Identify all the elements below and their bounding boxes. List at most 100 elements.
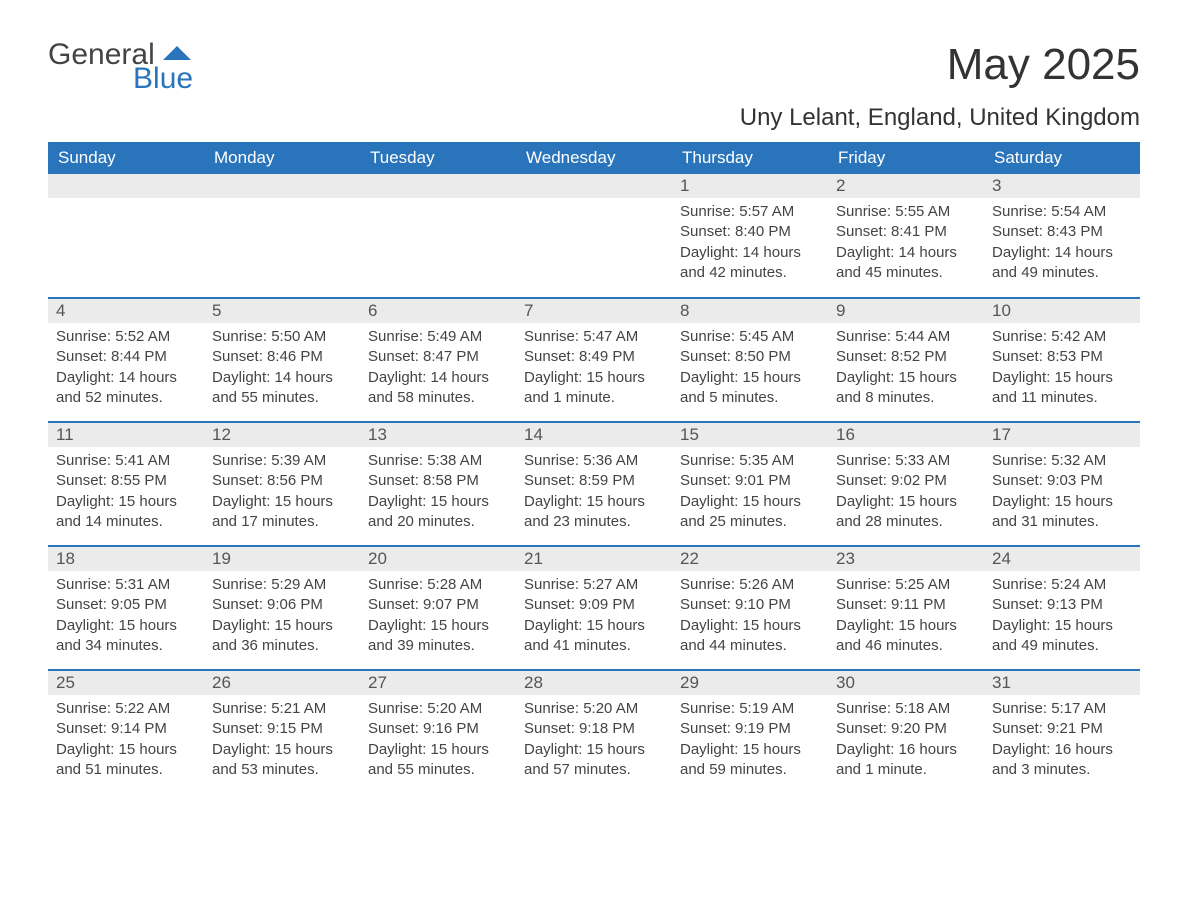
day-number: 9 [828, 299, 984, 323]
daylight-text: Daylight: 15 hours and 44 minutes. [680, 616, 820, 657]
daylight-text: Daylight: 15 hours and 1 minute. [524, 368, 664, 409]
sunset-text: Sunset: 8:46 PM [212, 347, 352, 367]
sunrise-text: Sunrise: 5:20 AM [524, 699, 664, 719]
day-details: Sunrise: 5:31 AMSunset: 9:05 PMDaylight:… [48, 571, 204, 660]
day-details: Sunrise: 5:18 AMSunset: 9:20 PMDaylight:… [828, 695, 984, 784]
day-details: Sunrise: 5:20 AMSunset: 9:18 PMDaylight:… [516, 695, 672, 784]
daylight-text: Daylight: 14 hours and 55 minutes. [212, 368, 352, 409]
day-details: Sunrise: 5:41 AMSunset: 8:55 PMDaylight:… [48, 447, 204, 536]
sunrise-text: Sunrise: 5:18 AM [836, 699, 976, 719]
day-number: 29 [672, 671, 828, 695]
calendar-header-row: Sunday Monday Tuesday Wednesday Thursday… [48, 142, 1140, 174]
calendar-day-cell [204, 174, 360, 298]
daylight-text: Daylight: 15 hours and 17 minutes. [212, 492, 352, 533]
daylight-text: Daylight: 15 hours and 34 minutes. [56, 616, 196, 657]
calendar-day-cell: 25Sunrise: 5:22 AMSunset: 9:14 PMDayligh… [48, 670, 204, 794]
day-details: Sunrise: 5:42 AMSunset: 8:53 PMDaylight:… [984, 323, 1140, 412]
sunrise-text: Sunrise: 5:20 AM [368, 699, 508, 719]
calendar-day-cell: 30Sunrise: 5:18 AMSunset: 9:20 PMDayligh… [828, 670, 984, 794]
day-details: Sunrise: 5:21 AMSunset: 9:15 PMDaylight:… [204, 695, 360, 784]
day-details: Sunrise: 5:22 AMSunset: 9:14 PMDaylight:… [48, 695, 204, 784]
day-number: 17 [984, 423, 1140, 447]
day-number: 5 [204, 299, 360, 323]
day-number-empty [360, 174, 516, 198]
daylight-text: Daylight: 15 hours and 14 minutes. [56, 492, 196, 533]
day-number: 14 [516, 423, 672, 447]
calendar-day-cell: 8Sunrise: 5:45 AMSunset: 8:50 PMDaylight… [672, 298, 828, 422]
sunset-text: Sunset: 8:52 PM [836, 347, 976, 367]
day-number: 31 [984, 671, 1140, 695]
day-details: Sunrise: 5:33 AMSunset: 9:02 PMDaylight:… [828, 447, 984, 536]
day-number: 13 [360, 423, 516, 447]
sunrise-text: Sunrise: 5:27 AM [524, 575, 664, 595]
sunrise-text: Sunrise: 5:21 AM [212, 699, 352, 719]
daylight-text: Daylight: 16 hours and 1 minute. [836, 740, 976, 781]
day-number: 24 [984, 547, 1140, 571]
sunrise-text: Sunrise: 5:50 AM [212, 327, 352, 347]
daylight-text: Daylight: 15 hours and 8 minutes. [836, 368, 976, 409]
sunset-text: Sunset: 9:11 PM [836, 595, 976, 615]
day-details: Sunrise: 5:45 AMSunset: 8:50 PMDaylight:… [672, 323, 828, 412]
brand-text: General Blue [48, 40, 193, 94]
daylight-text: Daylight: 14 hours and 45 minutes. [836, 243, 976, 284]
daylight-text: Daylight: 14 hours and 52 minutes. [56, 368, 196, 409]
sunrise-text: Sunrise: 5:41 AM [56, 451, 196, 471]
day-details: Sunrise: 5:38 AMSunset: 8:58 PMDaylight:… [360, 447, 516, 536]
day-number: 7 [516, 299, 672, 323]
calendar-day-cell: 4Sunrise: 5:52 AMSunset: 8:44 PMDaylight… [48, 298, 204, 422]
daylight-text: Daylight: 15 hours and 25 minutes. [680, 492, 820, 533]
calendar-day-cell: 11Sunrise: 5:41 AMSunset: 8:55 PMDayligh… [48, 422, 204, 546]
day-number: 11 [48, 423, 204, 447]
calendar-week-row: 25Sunrise: 5:22 AMSunset: 9:14 PMDayligh… [48, 670, 1140, 794]
day-number: 16 [828, 423, 984, 447]
weekday-header: Sunday [48, 142, 204, 174]
calendar-day-cell: 15Sunrise: 5:35 AMSunset: 9:01 PMDayligh… [672, 422, 828, 546]
day-number: 18 [48, 547, 204, 571]
sunset-text: Sunset: 8:56 PM [212, 471, 352, 491]
sunset-text: Sunset: 8:49 PM [524, 347, 664, 367]
sunrise-text: Sunrise: 5:31 AM [56, 575, 196, 595]
day-number: 19 [204, 547, 360, 571]
sunset-text: Sunset: 9:20 PM [836, 719, 976, 739]
sunrise-text: Sunrise: 5:47 AM [524, 327, 664, 347]
day-number: 12 [204, 423, 360, 447]
day-number: 3 [984, 174, 1140, 198]
sunrise-text: Sunrise: 5:35 AM [680, 451, 820, 471]
calendar-day-cell [516, 174, 672, 298]
daylight-text: Daylight: 14 hours and 42 minutes. [680, 243, 820, 284]
daylight-text: Daylight: 15 hours and 39 minutes. [368, 616, 508, 657]
sunset-text: Sunset: 9:13 PM [992, 595, 1132, 615]
weekday-header: Thursday [672, 142, 828, 174]
sunset-text: Sunset: 9:16 PM [368, 719, 508, 739]
calendar-day-cell [48, 174, 204, 298]
sunset-text: Sunset: 9:21 PM [992, 719, 1132, 739]
calendar-body: 1Sunrise: 5:57 AMSunset: 8:40 PMDaylight… [48, 174, 1140, 794]
weekday-header: Wednesday [516, 142, 672, 174]
calendar-day-cell: 20Sunrise: 5:28 AMSunset: 9:07 PMDayligh… [360, 546, 516, 670]
calendar-day-cell: 23Sunrise: 5:25 AMSunset: 9:11 PMDayligh… [828, 546, 984, 670]
sunrise-text: Sunrise: 5:57 AM [680, 202, 820, 222]
calendar-day-cell: 7Sunrise: 5:47 AMSunset: 8:49 PMDaylight… [516, 298, 672, 422]
daylight-text: Daylight: 15 hours and 20 minutes. [368, 492, 508, 533]
sunset-text: Sunset: 8:55 PM [56, 471, 196, 491]
calendar-week-row: 18Sunrise: 5:31 AMSunset: 9:05 PMDayligh… [48, 546, 1140, 670]
calendar-day-cell: 27Sunrise: 5:20 AMSunset: 9:16 PMDayligh… [360, 670, 516, 794]
daylight-text: Daylight: 15 hours and 46 minutes. [836, 616, 976, 657]
calendar-day-cell: 16Sunrise: 5:33 AMSunset: 9:02 PMDayligh… [828, 422, 984, 546]
day-number: 10 [984, 299, 1140, 323]
daylight-text: Daylight: 15 hours and 59 minutes. [680, 740, 820, 781]
day-details: Sunrise: 5:17 AMSunset: 9:21 PMDaylight:… [984, 695, 1140, 784]
calendar-day-cell: 28Sunrise: 5:20 AMSunset: 9:18 PMDayligh… [516, 670, 672, 794]
sunrise-text: Sunrise: 5:33 AM [836, 451, 976, 471]
sunrise-text: Sunrise: 5:54 AM [992, 202, 1132, 222]
month-title: May 2025 [740, 40, 1140, 90]
sunset-text: Sunset: 8:58 PM [368, 471, 508, 491]
day-details: Sunrise: 5:35 AMSunset: 9:01 PMDaylight:… [672, 447, 828, 536]
day-details: Sunrise: 5:47 AMSunset: 8:49 PMDaylight:… [516, 323, 672, 412]
daylight-text: Daylight: 15 hours and 57 minutes. [524, 740, 664, 781]
day-details: Sunrise: 5:50 AMSunset: 8:46 PMDaylight:… [204, 323, 360, 412]
daylight-text: Daylight: 15 hours and 53 minutes. [212, 740, 352, 781]
calendar-day-cell: 10Sunrise: 5:42 AMSunset: 8:53 PMDayligh… [984, 298, 1140, 422]
sunset-text: Sunset: 8:41 PM [836, 222, 976, 242]
calendar-day-cell: 18Sunrise: 5:31 AMSunset: 9:05 PMDayligh… [48, 546, 204, 670]
